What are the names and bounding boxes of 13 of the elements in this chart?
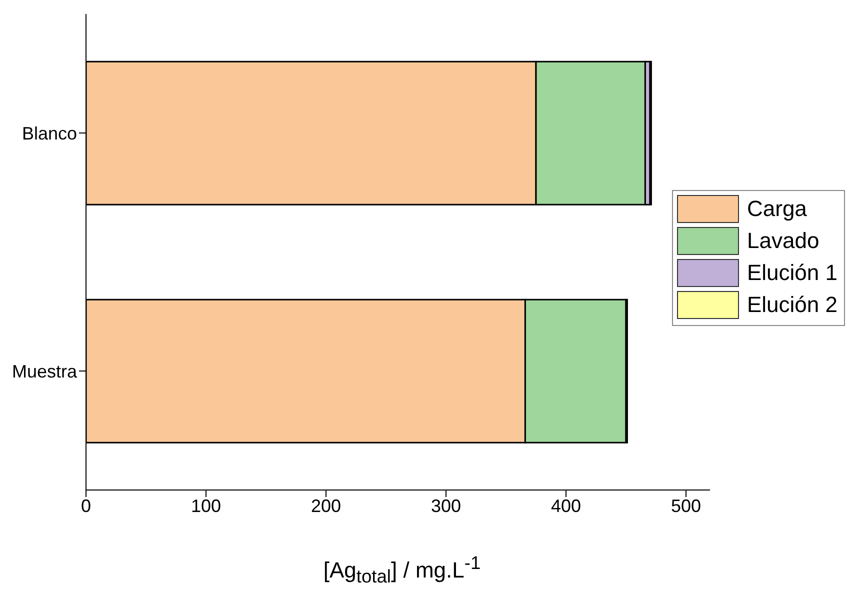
x-tick-label: 100 <box>190 496 222 516</box>
x-tick-label: 0 <box>80 496 92 516</box>
legend-label: Elución 1 <box>747 260 838 286</box>
legend-label: Elución 2 <box>747 292 838 318</box>
x-tick-label: 300 <box>430 496 462 516</box>
x-axis-title: [Ag$_{total}$] / mg.L$^{-1}$ <box>322 552 482 588</box>
y-tick-label: Muestra <box>12 361 78 382</box>
x-tick-label: 500 <box>670 496 702 516</box>
y-tick-label: Blanco <box>22 123 77 144</box>
legend-label: Lavado <box>747 228 820 254</box>
legend-label: Carga <box>747 196 807 222</box>
x-tick-label: 400 <box>550 496 582 516</box>
x-tick-label: 200 <box>310 496 342 516</box>
